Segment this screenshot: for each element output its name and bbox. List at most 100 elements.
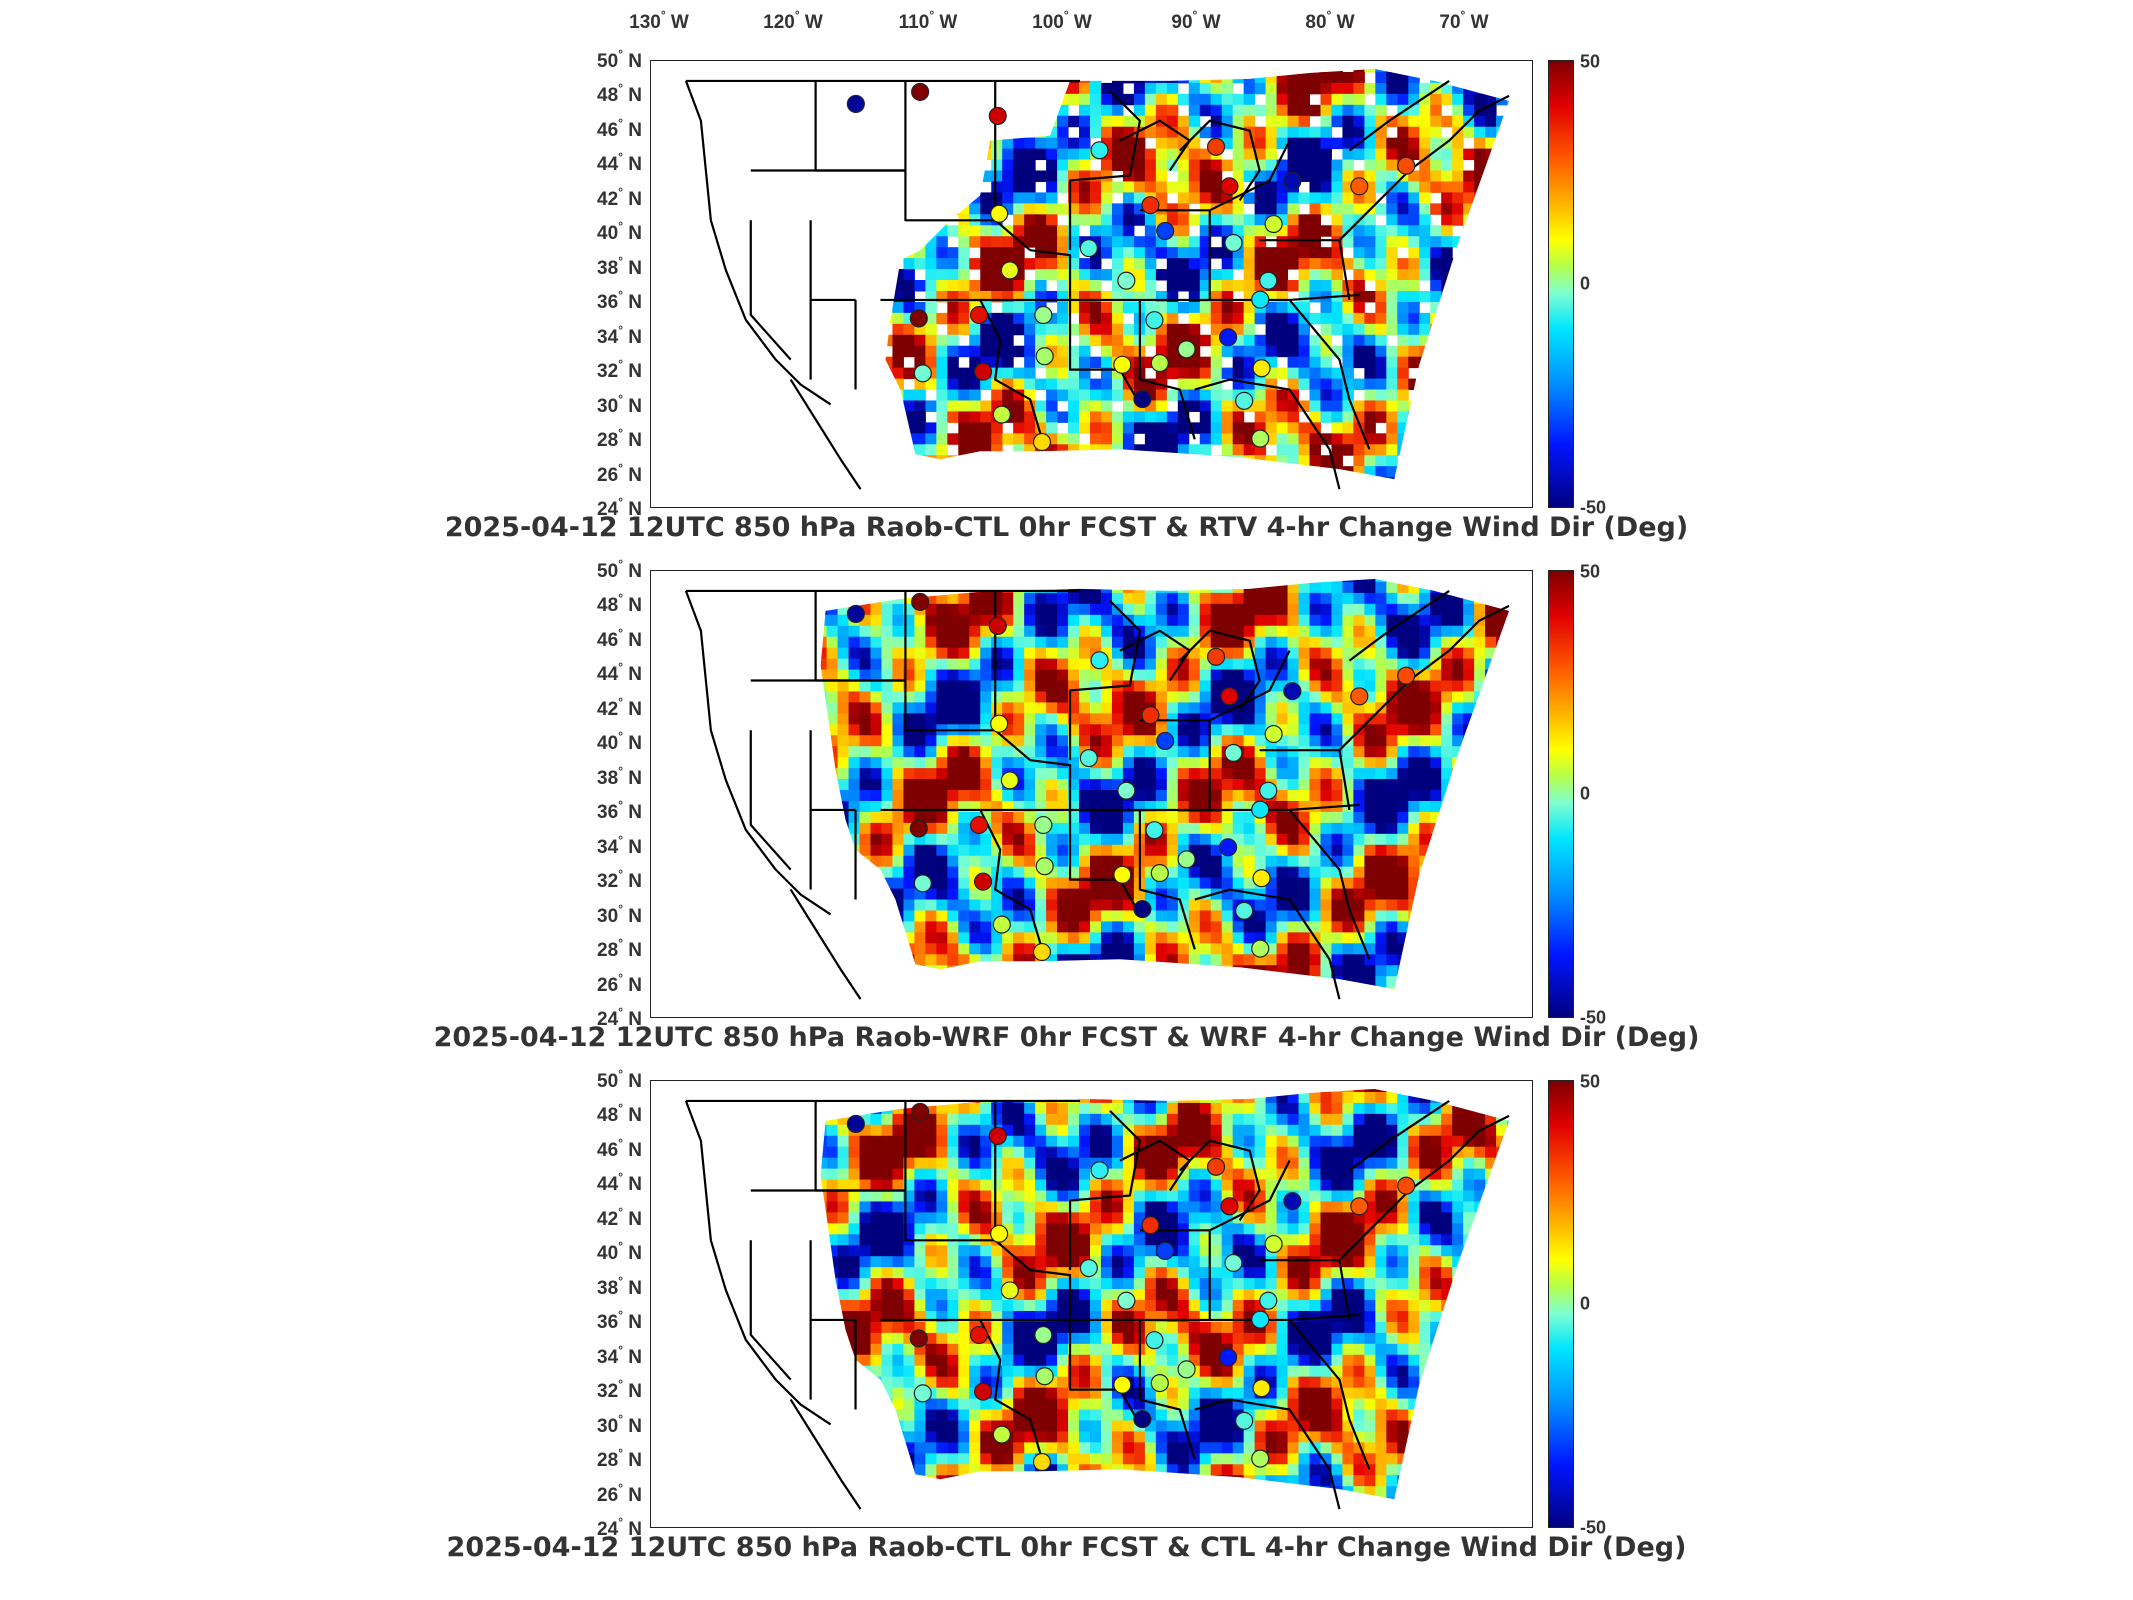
raob-station-marker	[1035, 347, 1054, 366]
raob-station-marker	[1219, 838, 1238, 857]
raob-station-marker	[992, 405, 1011, 424]
latitude-label: 38° N	[597, 1273, 642, 1299]
latitude-label: 46° N	[597, 625, 642, 651]
raob-station-marker	[990, 714, 1009, 733]
wind-direction-change-field	[820, 1088, 1510, 1500]
latitude-label: 28° N	[597, 1446, 642, 1472]
raob-station-marker	[1145, 821, 1164, 840]
raob-station-marker	[1117, 1291, 1136, 1310]
map-canvas	[684, 578, 1510, 1000]
raob-station-marker	[1133, 1410, 1152, 1429]
raob-station-marker	[988, 1126, 1007, 1145]
raob-station-marker	[911, 1102, 930, 1121]
latitude-label: 26° N	[597, 970, 642, 996]
latitude-label: 44° N	[597, 660, 642, 686]
raob-station-marker	[1090, 651, 1109, 670]
latitude-label: 32° N	[597, 867, 642, 893]
raob-station-marker	[1090, 141, 1109, 160]
raob-station-marker	[1032, 1452, 1052, 1472]
raob-station-marker	[1252, 359, 1271, 378]
colorbar-max-label: 50	[1580, 561, 1601, 582]
raob-station-marker	[1079, 239, 1098, 258]
raob-station-marker	[1117, 781, 1136, 800]
raob-station-marker	[1219, 1348, 1238, 1367]
latitude-label: 44° N	[597, 150, 642, 176]
raob-station-marker	[1224, 743, 1243, 762]
panel-title: 2025-04-12 12UTC 850 hPa Raob-CTL 0hr FC…	[446, 1532, 1687, 1563]
raob-station-marker	[1177, 340, 1196, 359]
raob-station-marker	[1252, 869, 1271, 888]
latitude-label: 34° N	[597, 322, 642, 348]
colorbar-mid-label: 0	[1580, 273, 1591, 294]
longitude-label: 70° W	[1439, 8, 1489, 33]
latitude-label: 34° N	[597, 1342, 642, 1368]
latitude-label: 38° N	[597, 763, 642, 789]
raob-station-marker	[1251, 1449, 1270, 1468]
raob-station-marker	[1283, 1192, 1302, 1211]
latitude-label: 24° N	[597, 1515, 642, 1541]
raob-station-marker	[1000, 261, 1019, 280]
wind-direction-change-field	[820, 578, 1510, 990]
longitude-label: 130° W	[629, 8, 689, 33]
raob-station-marker	[1251, 800, 1270, 819]
latitude-label: 40° N	[597, 1239, 642, 1265]
raob-station-marker	[1224, 1253, 1243, 1272]
raob-station-marker	[969, 815, 989, 835]
latitude-label: 24° N	[597, 1005, 642, 1031]
colorbar	[1548, 1080, 1574, 1528]
raob-station-marker	[1117, 271, 1136, 290]
raob-station-marker	[1034, 815, 1053, 835]
colorbar	[1548, 60, 1574, 508]
wind-direction-change-field	[885, 68, 1510, 480]
raob-station-marker	[1259, 271, 1278, 290]
raob-station-marker	[1133, 390, 1152, 409]
raob-station-marker	[1150, 864, 1169, 883]
raob-station-marker	[992, 1425, 1011, 1444]
longitude-axis: 130° W 120° W 110° W 100° W 90° W 80° W …	[0, 0, 2133, 40]
raob-station-marker	[973, 362, 993, 381]
latitude-label: 46° N	[597, 1135, 642, 1161]
colorbar-mid-label: 0	[1580, 783, 1591, 804]
latitude-label: 28° N	[597, 426, 642, 452]
raob-station-marker	[846, 604, 865, 623]
raob-station-marker	[1251, 290, 1270, 309]
raob-station-marker	[1034, 305, 1053, 325]
colorbar-max-label: 50	[1580, 51, 1601, 72]
latitude-label: 46° N	[597, 115, 642, 141]
raob-station-marker	[973, 1382, 993, 1401]
latitude-label: 36° N	[597, 288, 642, 314]
latitude-label: 48° N	[597, 591, 642, 617]
raob-station-marker	[1079, 1259, 1098, 1278]
raob-station-marker	[913, 1384, 932, 1403]
latitude-label: 30° N	[597, 1411, 642, 1437]
raob-station-marker	[1220, 687, 1239, 706]
raob-station-marker	[1397, 156, 1416, 175]
map-frame	[650, 60, 1533, 508]
raob-station-marker	[1283, 682, 1302, 701]
raob-station-marker	[1206, 647, 1226, 666]
latitude-label: 40° N	[597, 219, 642, 245]
panel-title: 2025-04-12 12UTC 850 hPa Raob-WRF 0hr FC…	[433, 1022, 1700, 1053]
map-canvas	[684, 1088, 1510, 1510]
raob-station-marker	[1252, 1379, 1271, 1398]
colorbar-min-label: -50	[1580, 1517, 1607, 1538]
raob-station-marker	[1350, 177, 1369, 196]
latitude-label: 34° N	[597, 832, 642, 858]
raob-station-marker	[1079, 749, 1098, 768]
raob-station-marker	[969, 1325, 989, 1345]
raob-station-marker	[1264, 724, 1283, 744]
raob-station-marker	[1264, 1234, 1283, 1254]
raob-station-marker	[1150, 1374, 1169, 1393]
raob-station-marker	[909, 309, 928, 328]
longitude-label: 100° W	[1032, 8, 1092, 33]
longitude-label: 80° W	[1305, 8, 1355, 33]
raob-station-marker	[1141, 196, 1160, 215]
latitude-label: 26° N	[597, 1480, 642, 1506]
latitude-label: 36° N	[597, 1308, 642, 1334]
raob-station-marker	[1000, 1281, 1019, 1300]
raob-station-marker	[1156, 221, 1175, 240]
raob-station-marker	[992, 915, 1011, 934]
raob-station-marker	[1145, 311, 1164, 330]
raob-station-marker	[988, 616, 1007, 635]
raob-station-marker	[1219, 328, 1238, 347]
